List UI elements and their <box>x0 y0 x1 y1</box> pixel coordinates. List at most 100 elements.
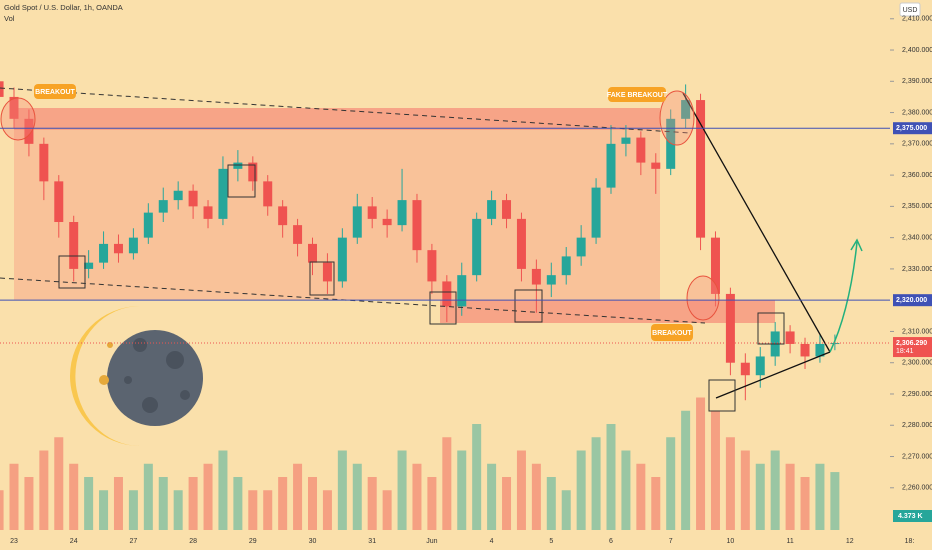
candle-body <box>472 218 482 276</box>
candle-body <box>651 162 661 169</box>
x-tick-label: 27 <box>130 538 138 545</box>
volume-bar <box>516 450 526 530</box>
candle-body <box>725 293 735 363</box>
candle-body <box>382 218 392 226</box>
volume-bar <box>651 477 661 530</box>
candle-body <box>531 268 541 285</box>
x-tick-label: 6 <box>609 538 613 545</box>
candle-body <box>39 143 49 182</box>
volume-bar <box>188 477 198 530</box>
candle-body <box>442 281 452 307</box>
candle-body <box>487 200 497 219</box>
candle-body <box>815 343 825 357</box>
volume-bar <box>591 437 601 530</box>
candle-body <box>561 256 571 276</box>
volume-bar <box>293 463 303 530</box>
volume-bar <box>487 463 497 530</box>
volume-bar <box>0 490 4 530</box>
y-tick-label: 2,350.000 <box>902 203 932 210</box>
y-tick-label: 2,340.000 <box>902 234 932 241</box>
candle-body <box>367 206 377 219</box>
candle-body <box>397 200 407 226</box>
candle-body <box>293 225 303 244</box>
arrow-head <box>850 238 863 252</box>
volume-bar <box>322 490 332 530</box>
candle-body <box>233 162 243 169</box>
level-label-box <box>893 122 932 135</box>
annotation-box <box>651 324 693 341</box>
candle-body <box>427 250 437 282</box>
annotation: BREAKOUT <box>35 89 75 96</box>
volume-bar <box>69 463 79 530</box>
volume-bar <box>412 463 422 530</box>
candle-body <box>248 162 258 182</box>
volume-bar <box>621 450 631 530</box>
y-tick-label: 2,330.000 <box>902 266 932 273</box>
candle-body <box>666 118 676 169</box>
candle-body <box>412 200 422 251</box>
candle-body <box>99 243 109 263</box>
highlight-circle <box>0 97 36 141</box>
volume-bar <box>278 477 288 530</box>
candle-body <box>84 262 94 269</box>
candle-body <box>143 212 153 238</box>
volume-bar <box>472 424 482 530</box>
resistance-zone <box>14 108 660 130</box>
candle-body <box>9 96 19 119</box>
volume-bar <box>143 463 153 530</box>
x-tick-label: 31 <box>368 538 376 545</box>
volume-bar <box>710 410 720 530</box>
annotation: FAKE BREAKOUT <box>607 92 668 99</box>
candle-body <box>218 168 228 219</box>
candle-body <box>576 237 586 257</box>
x-tick-label: 4 <box>490 538 494 545</box>
candle-body <box>591 187 601 238</box>
x-tick-label: 5 <box>549 538 553 545</box>
volume-bar <box>546 477 556 530</box>
last-volume: 4.373 K <box>898 513 923 520</box>
volume-bar <box>815 463 825 530</box>
volume-bar <box>233 477 243 530</box>
volume-bar <box>263 490 273 530</box>
last-time: 18:41 <box>896 348 914 355</box>
y-tick-label: 2,410.000 <box>902 16 932 23</box>
y-tick-label: 2,360.000 <box>902 172 932 179</box>
candle-body <box>800 343 810 357</box>
volume-bar <box>99 490 109 530</box>
volume-bar <box>442 437 452 530</box>
volume-label: Vol <box>4 14 15 23</box>
candle-body <box>54 181 64 223</box>
volume-bar <box>531 463 541 530</box>
level-label: 2,375.000 <box>896 125 927 132</box>
x-tick-label: 12 <box>846 538 854 545</box>
candle-body <box>636 137 646 163</box>
highlight-circle <box>686 275 720 321</box>
volume-bar <box>561 490 571 530</box>
candle-body <box>755 356 765 376</box>
x-tick-label: 30 <box>309 538 317 545</box>
candle-body <box>263 181 273 207</box>
candle-body <box>0 81 4 97</box>
candle-body <box>516 218 526 269</box>
candle-body <box>308 243 317 263</box>
x-tick-label: 7 <box>669 538 673 545</box>
volume-bar <box>576 450 586 530</box>
volume-bar <box>606 424 616 530</box>
y-tick-label: 2,370.000 <box>902 141 932 148</box>
volume-bar <box>382 490 392 530</box>
volume-bar <box>666 437 676 530</box>
volume-bar <box>54 437 64 530</box>
y-tick-label: 2,290.000 <box>902 391 932 398</box>
volume-bar <box>800 477 810 530</box>
moon <box>70 306 203 446</box>
volume-bar <box>830 472 840 530</box>
volume-bar <box>39 450 49 530</box>
volume-bar <box>427 477 437 530</box>
candle-body <box>173 190 183 201</box>
annotation-box <box>608 87 666 102</box>
volume-bar <box>502 477 512 530</box>
y-tick-label: 2,400.000 <box>902 47 932 54</box>
candle-body <box>188 190 198 207</box>
level-label: 2,320.000 <box>896 297 927 304</box>
volume-bar <box>248 490 258 530</box>
